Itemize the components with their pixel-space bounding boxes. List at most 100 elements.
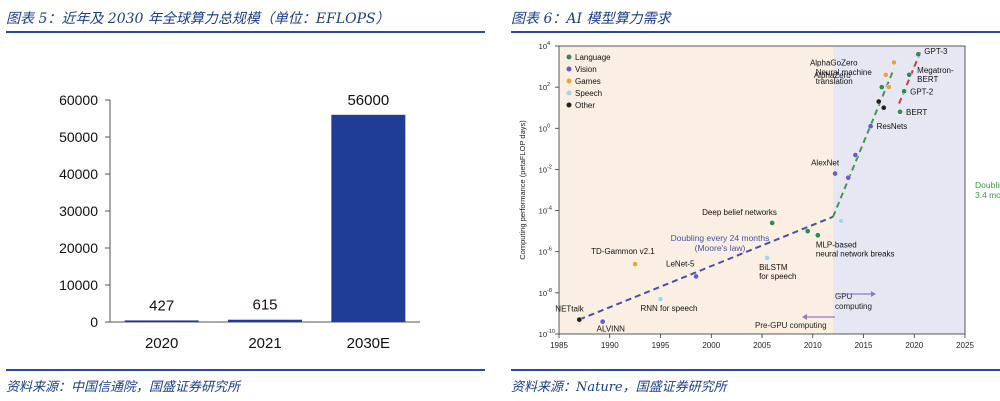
right-source-rule bbox=[511, 369, 1000, 371]
right-figure-panel: 图表 6：AI 模型算力需求 1985 1990 1995 2000 2005 2010 2… bbox=[505, 0, 1000, 401]
point-label: AlphaGoZero bbox=[810, 58, 858, 67]
data-point-vision bbox=[832, 170, 838, 177]
legend-marker bbox=[566, 66, 572, 72]
y-tick-exponent: -6 bbox=[547, 247, 552, 253]
data-point-language bbox=[915, 51, 922, 58]
data-point-speech bbox=[838, 218, 845, 224]
data-point-vision bbox=[867, 123, 874, 130]
data-point-games bbox=[891, 59, 897, 66]
y-tick-label: 50000 bbox=[59, 129, 98, 145]
legend-marker bbox=[566, 54, 572, 60]
point-label: AlphaZero bbox=[814, 71, 851, 80]
right-figure-title: 图表 6：AI 模型算力需求 bbox=[511, 11, 671, 27]
legend-marker bbox=[566, 102, 572, 108]
data-point-vision bbox=[845, 174, 852, 181]
data-point-other bbox=[875, 98, 882, 105]
point-label: GPT-3 bbox=[924, 47, 948, 56]
x-tick-label: 2020 bbox=[905, 341, 923, 350]
right-title-rule bbox=[511, 31, 1000, 33]
x-tick-label: 2000 bbox=[702, 341, 720, 350]
y-tick-exponent: 0 bbox=[547, 123, 550, 129]
y-tick-label: 10 -8 bbox=[539, 288, 552, 298]
point-label: TD-Gammon v2.1 bbox=[591, 247, 655, 256]
x-tick-label: 2030E bbox=[347, 335, 390, 352]
trend-line-1 bbox=[832, 68, 895, 218]
data-point-games bbox=[882, 71, 889, 78]
point-label: for speech bbox=[759, 272, 796, 281]
y-tick-base: 10 bbox=[539, 42, 547, 51]
data-point-other bbox=[880, 104, 887, 111]
y-tick-base: 10 bbox=[539, 207, 547, 216]
bar-2030e bbox=[331, 114, 406, 322]
left-figure-source: 资料来源：中国信通院，国盛证券研究所 bbox=[6, 380, 241, 395]
data-point-vision bbox=[693, 273, 699, 280]
y-tick-label: 20000 bbox=[59, 240, 98, 256]
point-label: ResNets bbox=[877, 122, 908, 131]
pre-gpu-arrow-head bbox=[802, 314, 807, 320]
point-label: RNN for speech bbox=[641, 304, 698, 313]
y-tick-label: 60000 bbox=[59, 92, 98, 108]
point-label: LeNet-5 bbox=[666, 259, 695, 268]
y-tick-label: 10 -6 bbox=[539, 247, 552, 257]
left-title-rule bbox=[6, 31, 485, 33]
point-label: neural network breaks bbox=[816, 249, 895, 258]
y-tick-base: 10 bbox=[539, 330, 547, 339]
data-point-vision bbox=[852, 152, 859, 158]
data-point-speech bbox=[657, 296, 664, 302]
y-tick-label: 10 -10 bbox=[539, 329, 555, 339]
era-annotation: Pre-GPU computing bbox=[755, 321, 827, 330]
gpu-era-region bbox=[833, 46, 965, 334]
data-point-language bbox=[814, 232, 821, 239]
trend-line-0 bbox=[578, 215, 834, 321]
data-point-language bbox=[804, 228, 811, 234]
point-label: translation bbox=[816, 77, 853, 86]
data-point-language bbox=[878, 84, 885, 90]
x-tick-label: 2005 bbox=[753, 341, 771, 350]
legend-label: Speech bbox=[575, 89, 602, 98]
point-label: AlexNet bbox=[811, 159, 840, 168]
point-label: BERT bbox=[917, 75, 938, 84]
x-tick-label: 2020 bbox=[145, 335, 178, 352]
y-tick-base: 10 bbox=[539, 165, 547, 174]
trend-label: (Moore's law) bbox=[695, 243, 746, 253]
point-label: Deep belief networks bbox=[702, 208, 777, 217]
x-tick-label: 2025 bbox=[956, 341, 974, 350]
point-label: Megatron- bbox=[917, 66, 954, 75]
y-tick-label: 0 bbox=[90, 314, 98, 330]
trend-label: Doubling every bbox=[975, 180, 1000, 190]
bar-chart: 0 10000 20000 30000 40000 50000 60000 427 2020 61… bbox=[59, 92, 420, 352]
legend-marker bbox=[566, 90, 572, 96]
y-tick-exponent: -10 bbox=[547, 329, 555, 335]
point-label: NETtalk bbox=[555, 305, 584, 314]
data-point-language bbox=[769, 220, 775, 226]
data-point-language bbox=[897, 108, 903, 115]
data-point-games bbox=[632, 261, 638, 267]
point-label: MLP-based bbox=[816, 240, 857, 249]
y-tick-label: 10 2 bbox=[539, 82, 550, 92]
y-tick-exponent: -4 bbox=[547, 206, 552, 212]
y-axis-title: Computing performance (petaFLOP days) bbox=[518, 120, 527, 260]
x-tick-label: 1985 bbox=[550, 341, 568, 350]
y-tick-exponent: -2 bbox=[547, 164, 552, 170]
trend-label: Doubling every 24 months bbox=[671, 233, 770, 243]
data-point-speech bbox=[764, 255, 770, 261]
era-annotation: computing bbox=[835, 302, 872, 311]
y-tick-label: 10 -2 bbox=[539, 164, 552, 174]
gpu-arrow-head bbox=[871, 291, 876, 297]
x-tick-label: 2015 bbox=[855, 341, 873, 350]
y-tick-exponent: 2 bbox=[547, 82, 550, 88]
data-point-games bbox=[886, 84, 892, 90]
legend-marker bbox=[566, 78, 572, 84]
point-label: GPT-2 bbox=[910, 87, 934, 96]
pre-gpu-era-region bbox=[559, 46, 834, 334]
y-tick-label: 10 -4 bbox=[539, 206, 552, 216]
era-annotation: GPU bbox=[835, 292, 853, 301]
y-tick-label: 10 0 bbox=[539, 123, 550, 133]
y-tick-label: 10 4 bbox=[539, 41, 550, 51]
legend-label: Language bbox=[575, 53, 611, 62]
point-label: ALVINN bbox=[597, 325, 626, 334]
left-figure-panel: 图表 5：近年及 2030 年全球算力总规模（单位：EFLOPS） 0 10000… bbox=[0, 0, 485, 401]
y-tick-base: 10 bbox=[539, 83, 547, 92]
bar-data-label: 615 bbox=[252, 297, 277, 314]
